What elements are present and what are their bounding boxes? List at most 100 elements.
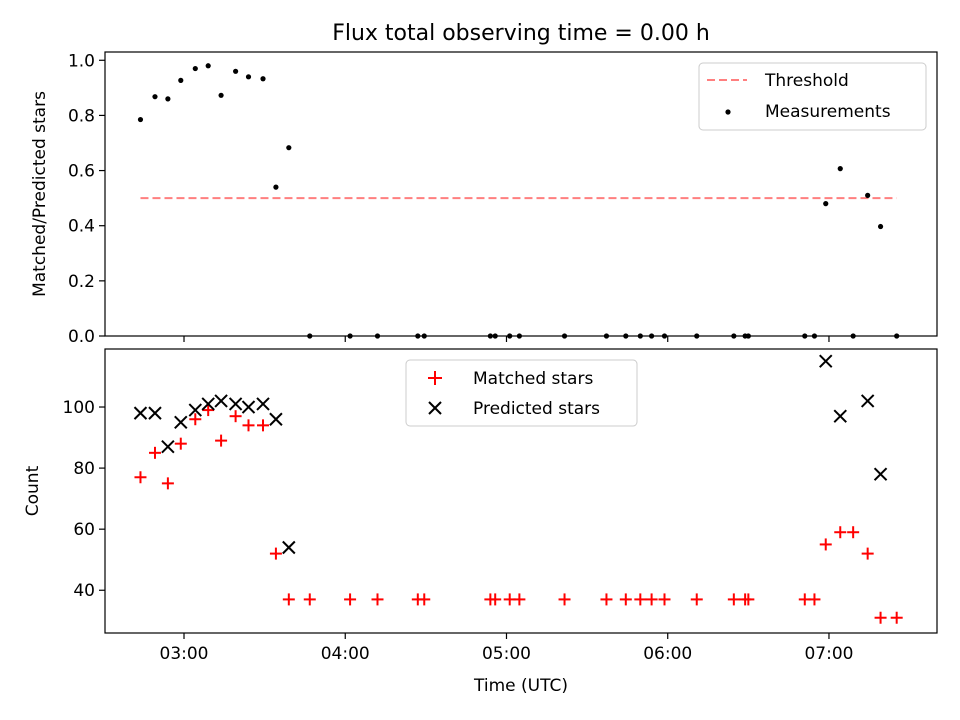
measurement-point	[233, 68, 239, 74]
matched-stars-point	[834, 526, 847, 539]
matched-stars-point	[215, 434, 228, 447]
matched-stars-point	[174, 437, 187, 450]
predicted-stars-point	[833, 409, 847, 423]
predicted-stars-point	[161, 440, 175, 454]
figure-title: Flux total observing time = 0.00 h	[332, 21, 710, 46]
matched-stars-point	[202, 404, 215, 417]
predicted-stars-point	[819, 354, 833, 368]
matched-stars-point	[134, 471, 147, 484]
legend-measurements-label: Measurements	[765, 102, 891, 122]
predicted-stars-point	[860, 394, 875, 408]
matched-stars-point	[229, 410, 242, 423]
count-legend-box	[405, 359, 638, 427]
ratio-plot-area	[137, 63, 900, 339]
matched-stars-point	[303, 593, 316, 606]
legend-predicted-swatch	[428, 401, 442, 415]
predicted-stars-point	[241, 400, 256, 414]
x-tick-label: 07:00	[804, 644, 853, 664]
measurement-point	[137, 116, 144, 123]
matched-stars-point	[161, 477, 174, 490]
matched-stars-point	[645, 593, 658, 606]
matched-stars-point	[819, 538, 832, 551]
measurement-point	[877, 223, 884, 230]
predicted-stars-point	[256, 397, 270, 411]
legend-matched-swatch	[428, 371, 442, 385]
matched-stars-point	[257, 419, 270, 432]
count-legend: Matched stars Predicted stars	[405, 359, 638, 427]
ratio-legend-box	[698, 62, 927, 131]
predicted-stars-point	[201, 397, 215, 411]
ratio-y-tick-label: 0.4	[68, 217, 95, 237]
matched-stars-point	[634, 593, 647, 606]
legend-predicted-label: Predicted stars	[473, 399, 600, 419]
x-axis-label: Time (UTC)	[473, 676, 568, 696]
predicted-stars-point	[269, 412, 283, 426]
x-tick-label: 05:00	[482, 644, 531, 664]
ratio-y-tick-label: 0.0	[68, 327, 95, 347]
count-y-axis: 40 60 80 100	[63, 398, 105, 601]
ratio-y-tick-label: 0.6	[68, 162, 95, 182]
measurement-point	[205, 63, 211, 69]
count-y-tick-label: 80	[73, 459, 95, 479]
measurement-point	[286, 145, 292, 151]
matched-stars-point	[148, 446, 161, 459]
measurement-point	[260, 76, 266, 82]
matched-stars-point	[242, 419, 255, 432]
predicted-stars-point	[214, 394, 228, 408]
measurement-point	[165, 96, 171, 102]
matched-stars-point	[600, 593, 613, 606]
ratio-y-axis: 0.0 0.2 0.4 0.6 0.8 1.0	[68, 51, 105, 347]
x-tick-label: 06:00	[643, 644, 692, 664]
predicted-stars-point	[133, 406, 148, 420]
matched-stars-point	[513, 593, 526, 606]
legend-threshold-label: Threshold	[764, 71, 849, 91]
ratio-x-axis	[183, 336, 830, 342]
count-axes-frame	[104, 348, 938, 634]
count-y-tick-label: 60	[73, 520, 95, 540]
matched-stars-point	[874, 611, 887, 624]
predicted-stars-point	[148, 406, 162, 420]
count-y-tick-label: 40	[73, 581, 95, 601]
matched-stars-point	[418, 593, 431, 606]
matched-stars-point	[890, 611, 903, 624]
matched-stars-point	[282, 593, 295, 606]
predicted-stars-point	[228, 397, 243, 411]
matched-stars-point	[489, 593, 502, 606]
matched-stars-point	[861, 547, 874, 560]
measurement-point	[192, 65, 198, 72]
x-tick-label: 03:00	[160, 644, 209, 664]
predicted-stars-point	[174, 415, 188, 429]
matched-stars-point	[658, 593, 671, 606]
predicted-stars-point	[188, 403, 203, 417]
count-plot-area	[133, 354, 903, 624]
matched-stars-point	[371, 593, 384, 606]
matched-stars-point	[189, 413, 202, 426]
legend-matched-label: Matched stars	[473, 369, 593, 389]
matched-stars-point	[619, 593, 632, 606]
ratio-legend: Threshold Measurements	[698, 62, 927, 131]
measurement-point	[837, 166, 843, 172]
matched-stars-point	[847, 526, 860, 539]
ratio-axes-frame	[104, 51, 938, 337]
ratio-y-label: Matched/Predicted stars	[30, 91, 50, 297]
matched-stars-point	[344, 593, 357, 606]
matched-stars-point	[742, 593, 755, 606]
measurement-point	[273, 184, 279, 190]
count-panel: 40 60 80 100 03:00 04:00 05:00 06:00 07:00 Coun…	[23, 348, 938, 696]
measurement-point	[218, 92, 224, 98]
measurement-point	[152, 94, 158, 100]
matched-stars-point	[727, 593, 740, 606]
x-tick-label: 04:00	[321, 644, 370, 664]
measurement-point	[865, 192, 871, 198]
predicted-stars-point	[282, 540, 296, 555]
legend-measurements-swatch	[725, 109, 731, 115]
count-y-tick-label: 100	[63, 398, 95, 418]
count-y-label: Count	[23, 465, 43, 516]
measurement-point	[245, 74, 252, 80]
ratio-panel: 0.0 0.2 0.4 0.6 0.8 1.0 Matched/Predicted sta…	[30, 51, 938, 347]
matched-stars-point	[558, 593, 571, 606]
count-x-axis: 03:00 04:00 05:00 06:00 07:00	[160, 633, 853, 664]
matched-stars-point	[690, 593, 703, 606]
predicted-stars-point	[873, 467, 888, 481]
